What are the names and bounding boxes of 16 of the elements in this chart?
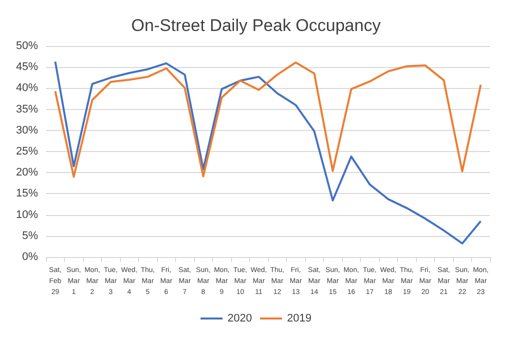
- y-tick-label: 30%: [16, 124, 38, 136]
- y-tick-label: 25%: [16, 146, 38, 158]
- y-tick-label: 40%: [16, 82, 38, 94]
- y-tick-label: 35%: [16, 103, 38, 116]
- line-series: [54, 60, 482, 244]
- y-tick-label: 10%: [16, 208, 38, 221]
- line-series: [54, 61, 482, 178]
- y-tick-label: 0%: [22, 251, 38, 263]
- y-tick-label: 50%: [16, 40, 38, 52]
- y-tick-label: 5%: [22, 230, 38, 242]
- legend-label: 2020: [228, 312, 252, 324]
- legend-label: 2019: [287, 312, 312, 324]
- chart-title: On-Street Daily Peak Occupancy: [131, 16, 382, 35]
- y-tick-label: 15%: [16, 188, 38, 200]
- y-tick-label: 45%: [16, 61, 38, 74]
- y-tick-label: 20%: [16, 166, 38, 179]
